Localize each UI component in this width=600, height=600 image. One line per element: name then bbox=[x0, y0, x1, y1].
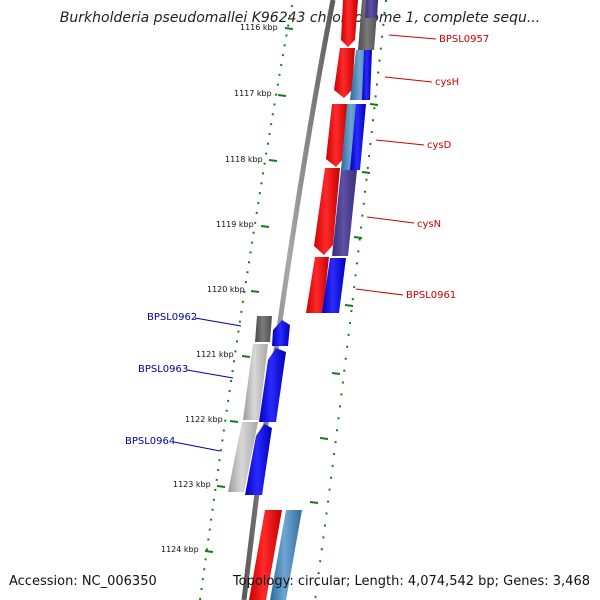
topology-text: Topology: circular; Length: 4,074,542 bp… bbox=[232, 574, 590, 589]
map-title: Burkholderia pseudomallei K96243 chromos… bbox=[59, 10, 541, 26]
gene-bpsl0964[interactable] bbox=[245, 424, 272, 495]
leader-line bbox=[194, 317, 242, 327]
tick-mark bbox=[344, 304, 354, 307]
gene-label-cysh[interactable]: cysH bbox=[435, 77, 459, 88]
feature-purple bbox=[332, 170, 357, 256]
tick-mark bbox=[250, 290, 260, 293]
accession-text: Accession: NC_006350 bbox=[9, 574, 157, 589]
forward-gene-labels: BPSL0957 cysH cysD cysN BPSL0961 bbox=[355, 34, 489, 301]
tick-mark bbox=[241, 355, 251, 358]
reverse-gene-labels: BPSL0962 BPSL0963 BPSL0964 bbox=[125, 312, 242, 452]
forward-strand-genes bbox=[249, 0, 358, 600]
gene-label-bpsl0964[interactable]: BPSL0964 bbox=[125, 436, 175, 447]
tick-label: 1124 kbp bbox=[161, 545, 199, 554]
ruler-ticks: 1116 kbp 1117 kbp 1118 kbp 1119 kbp 1120… bbox=[161, 23, 379, 554]
leader-line bbox=[384, 76, 433, 83]
tick-mark bbox=[284, 27, 294, 30]
gene-label-cysn[interactable]: cysN bbox=[417, 219, 441, 230]
tick-mark bbox=[309, 501, 319, 504]
leader-line bbox=[186, 369, 234, 379]
gene-bpsl0962[interactable] bbox=[272, 320, 290, 346]
feature-dark bbox=[255, 316, 272, 342]
tick-label: 1121 kbp bbox=[196, 350, 234, 359]
gene-blue-cysd-strip[interactable] bbox=[350, 104, 366, 170]
gene-blue-bpsl0961-strip[interactable] bbox=[322, 258, 346, 313]
tick-mark bbox=[319, 437, 329, 440]
feature-grey bbox=[228, 422, 258, 492]
leader-line bbox=[366, 216, 415, 224]
tick-mark bbox=[268, 159, 278, 162]
leader-line bbox=[388, 34, 437, 40]
tick-label: 1117 kbp bbox=[234, 89, 272, 98]
backbone-line bbox=[241, 0, 336, 600]
gene-label-bpsl0962[interactable]: BPSL0962 bbox=[147, 312, 197, 323]
gene-cysn[interactable] bbox=[314, 168, 340, 255]
feature-steel bbox=[270, 510, 302, 600]
tick-mark bbox=[277, 94, 287, 97]
tick-label: 1123 kbp bbox=[173, 480, 211, 489]
reverse-feature-strips bbox=[228, 316, 272, 492]
gene-label-bpsl0961[interactable]: BPSL0961 bbox=[406, 290, 456, 301]
gene-label-cysd[interactable]: cysD bbox=[427, 140, 452, 151]
tick-mark bbox=[331, 372, 341, 375]
tick-label: 1118 kbp bbox=[225, 155, 263, 164]
gene-cysh[interactable] bbox=[334, 48, 355, 98]
gene-label-bpsl0963[interactable]: BPSL0963 bbox=[138, 364, 188, 375]
tick-label: 1122 kbp bbox=[185, 415, 223, 424]
gene-lower-forward[interactable] bbox=[249, 510, 282, 600]
tick-label: 1116 kbp bbox=[240, 23, 278, 32]
tick-label: 1119 kbp bbox=[216, 220, 254, 229]
reverse-strand-genes bbox=[245, 50, 372, 495]
gene-bpsl0957[interactable] bbox=[341, 0, 358, 47]
leader-line bbox=[375, 139, 425, 146]
gene-label-bpsl0957[interactable]: BPSL0957 bbox=[439, 34, 489, 45]
tick-mark bbox=[369, 103, 379, 106]
tick-mark bbox=[204, 550, 214, 553]
feature-purple-top bbox=[365, 0, 378, 18]
feature-strips bbox=[270, 0, 378, 600]
gene-bpsl0963[interactable] bbox=[259, 348, 286, 422]
tick-mark bbox=[260, 225, 270, 228]
tick-mark bbox=[353, 236, 363, 239]
tick-mark bbox=[216, 485, 226, 488]
gene-bpsl0961[interactable] bbox=[306, 257, 329, 313]
leader-line bbox=[355, 288, 404, 296]
gene-cysd[interactable] bbox=[326, 104, 348, 167]
feature-grey bbox=[243, 344, 268, 420]
leader-line bbox=[173, 441, 221, 452]
tick-mark bbox=[229, 420, 239, 423]
tick-mark bbox=[361, 171, 371, 174]
tick-label: 1120 kbp bbox=[207, 285, 245, 294]
gene-blue-top[interactable] bbox=[362, 50, 372, 100]
